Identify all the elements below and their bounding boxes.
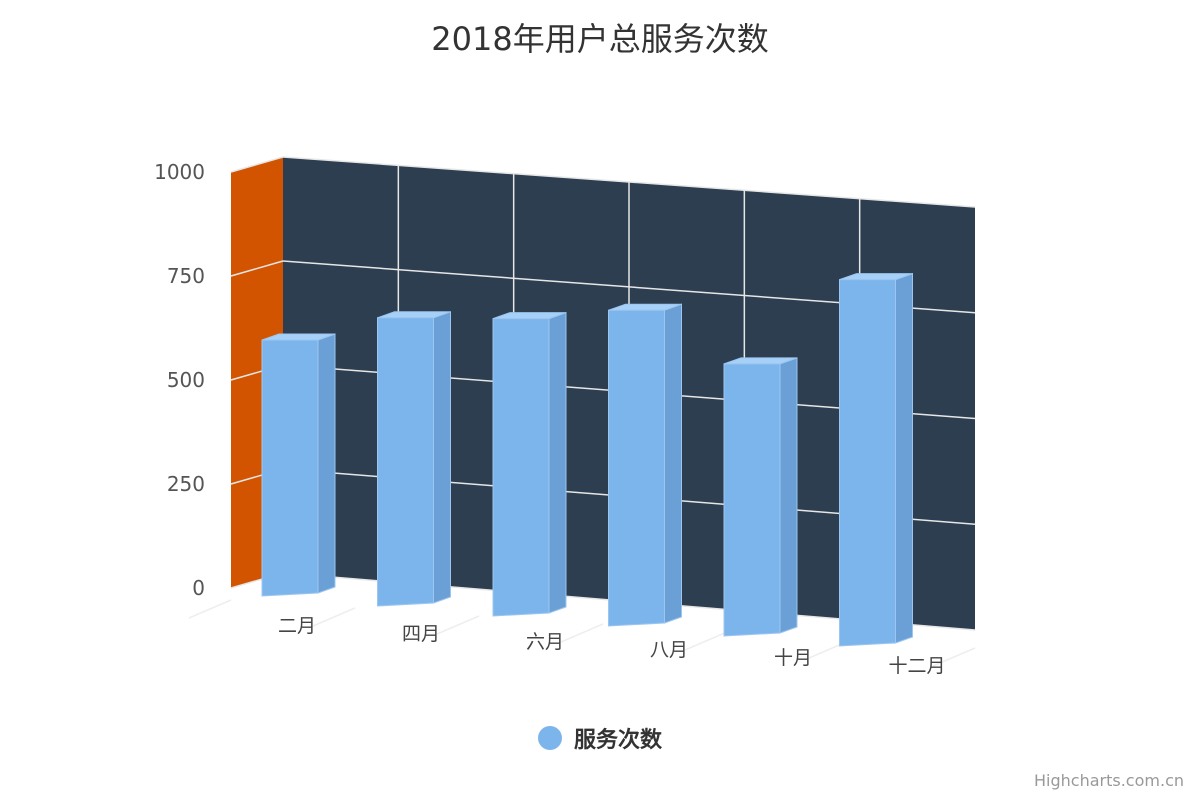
gridline-side: [230, 156, 284, 173]
y-tick-label: 250: [167, 472, 205, 496]
bar: [377, 311, 451, 607]
gridline-side: [230, 260, 284, 277]
bar-side: [664, 303, 682, 624]
y-tick-label: 750: [167, 264, 205, 288]
bar-front: [723, 363, 781, 637]
y-tick-label: 1000: [154, 160, 205, 184]
y-axis-ticks: 0 250 500 750 1000: [154, 160, 205, 600]
bar: [839, 272, 913, 647]
bar-front: [608, 309, 665, 627]
bar: [492, 311, 567, 617]
chart-title: 2018年用户总服务次数: [431, 20, 769, 58]
legend-label[interactable]: 服务次数: [573, 728, 662, 753]
x-tick-label: 十二月: [888, 655, 945, 677]
bar-side: [548, 311, 567, 614]
x-tick-mark: [188, 599, 232, 619]
x-tick-mark: [684, 631, 728, 651]
chart-bars: [261, 272, 913, 647]
bar-front: [492, 318, 550, 617]
bar-side: [895, 272, 913, 644]
bar-side: [317, 333, 336, 594]
y-tick-label: 500: [167, 368, 205, 392]
y-tick-label: 0: [192, 576, 205, 600]
bar-front: [261, 339, 319, 597]
bar-front: [377, 317, 434, 607]
x-tick-label: 八月: [650, 639, 688, 661]
legend-swatch: [537, 726, 562, 750]
x-tick-label: 四月: [402, 623, 440, 645]
bar: [608, 303, 682, 627]
x-tick-mark: [560, 623, 604, 643]
credits-link[interactable]: Highcharts.com.cn: [1034, 771, 1184, 790]
bar: [723, 357, 798, 637]
x-tick-mark: [932, 647, 976, 667]
bar-side: [779, 357, 798, 634]
x-tick-label: 十月: [774, 647, 812, 669]
bar-side: [433, 311, 451, 604]
chart-legend[interactable]: 服务次数: [0, 722, 1200, 754]
x-tick-mark: [312, 607, 356, 627]
x-tick-mark: [436, 615, 480, 635]
bar-front: [839, 279, 896, 647]
bar: [261, 333, 336, 597]
x-tick-label: 六月: [526, 631, 564, 653]
x-tick-label: 二月: [278, 615, 316, 637]
x-axis-ticks: 二月 四月 六月 八月 十月 十二月: [188, 599, 976, 677]
